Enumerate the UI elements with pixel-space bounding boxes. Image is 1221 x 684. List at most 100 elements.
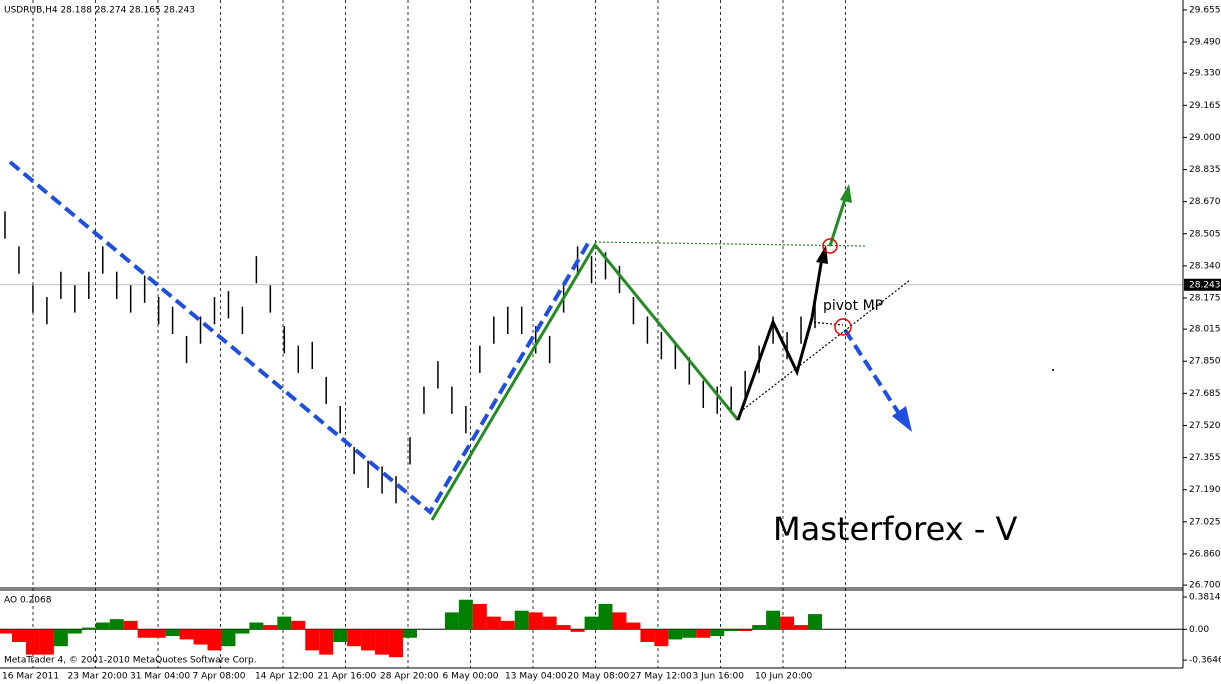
- y-tick-label: 27.025: [1189, 517, 1221, 527]
- ao-bar: [612, 612, 627, 630]
- ao-histogram: [0, 599, 1183, 658]
- x-tick-label: 20 May 08:00: [568, 672, 630, 682]
- ao-bar: [682, 629, 697, 638]
- ao-bar: [11, 629, 26, 642]
- ao-bar: [598, 603, 613, 630]
- x-tick-label: 16 Mar 2011: [2, 672, 59, 682]
- x-tick-label: 28 Apr 20:00: [380, 672, 439, 682]
- ao-bar: [403, 629, 417, 638]
- black-path: [736, 257, 824, 421]
- ao-bar: [291, 620, 306, 630]
- ao-bar: [305, 629, 320, 651]
- y-tick-label: 28.505: [1189, 229, 1221, 239]
- y-tick-label: 27.520: [1189, 421, 1221, 431]
- y-tick-label: 28.835: [1189, 165, 1221, 175]
- y-tick-label: 29.000: [1189, 133, 1221, 143]
- y-tick-label: 28.670: [1189, 197, 1221, 207]
- black-arrowhead: [816, 245, 828, 264]
- ao-tick-label: 0.00: [1189, 625, 1209, 635]
- annotation: pivot MP: [823, 298, 883, 314]
- y-tick-label: 28.340: [1189, 261, 1221, 271]
- ao-bar: [0, 629, 12, 634]
- ao-bar: [123, 620, 138, 630]
- ao-bar: [207, 629, 222, 651]
- green-arrowhead: [840, 184, 852, 203]
- ao-bar: [67, 629, 82, 634]
- blue-arrowhead: [892, 406, 912, 432]
- y-tick-label: 29.165: [1189, 101, 1221, 111]
- blue-dashed-arrow: [843, 328, 900, 414]
- copyright: MetaTrader 4, © 2001-2010 MetaQuotes Sof…: [4, 656, 257, 666]
- x-tick-label: 6 May 00:00: [443, 672, 499, 682]
- ao-tick-label: -0.3646: [1189, 656, 1221, 666]
- y-tick-label: 26.860: [1189, 549, 1221, 559]
- current-price-label: 28.243: [1189, 280, 1221, 290]
- ao-bar: [319, 629, 334, 655]
- blue-dashed-trend: [8, 160, 592, 516]
- ao-bar: [472, 603, 487, 630]
- ao-bar: [347, 629, 362, 647]
- x-tick-label: 3 Jun 16:00: [693, 672, 745, 682]
- ao-bar: [794, 625, 809, 630]
- x-tick-label: 23 Mar 20:00: [68, 672, 128, 682]
- x-tick-label: 21 Apr 16:00: [318, 672, 377, 682]
- ao-bar: [584, 616, 599, 630]
- ao-bar: [361, 629, 376, 651]
- drawings: [8, 160, 1054, 521]
- ao-bar: [738, 629, 753, 631]
- ao-bar: [710, 629, 725, 637]
- x-tick-label: 13 May 04:00: [505, 672, 567, 682]
- ao-bar: [95, 622, 110, 630]
- ao-bar: [263, 625, 278, 630]
- current-price-box: [1184, 278, 1221, 291]
- ao-bar: [542, 616, 557, 630]
- ao-bar: [780, 616, 795, 630]
- y-tick-label: 29.655: [1189, 5, 1221, 15]
- ao-bar: [333, 629, 348, 642]
- ao-bar: [389, 629, 404, 658]
- dot: [1052, 369, 1054, 371]
- ao-bar: [137, 629, 152, 638]
- ao-bar: [486, 616, 501, 630]
- ao-bar: [808, 614, 822, 630]
- ao-bar: [570, 629, 585, 632]
- annotation: Masterforex - V: [773, 510, 1018, 548]
- y-tick-label: 27.850: [1189, 357, 1221, 367]
- green-trend: [430, 242, 740, 521]
- ao-bar: [626, 622, 641, 630]
- green-arrow: [828, 195, 848, 247]
- ao-bar: [514, 610, 529, 630]
- ao-bar: [53, 629, 68, 647]
- red-circle: [834, 318, 852, 336]
- ao-bar: [193, 629, 208, 645]
- y-tick-label: 29.330: [1189, 69, 1221, 79]
- y-tick-label: 28.175: [1189, 293, 1221, 303]
- y-tick-label: 29.490: [1189, 38, 1221, 48]
- ao-bar: [696, 629, 711, 638]
- ao-bar: [500, 620, 515, 630]
- ao-bar: [25, 629, 40, 655]
- indicator-title: AO 0.2068: [4, 596, 52, 606]
- ao-bar: [165, 629, 180, 637]
- ao-bar: [654, 629, 669, 647]
- ao-bar: [221, 629, 236, 647]
- ao-bar: [640, 629, 655, 642]
- ao-bar: [179, 629, 194, 640]
- ao-bar: [724, 629, 739, 631]
- ao-bar: [81, 627, 96, 630]
- x-tick-label: 10 Jun 20:00: [755, 672, 812, 682]
- y-tick-label: 27.190: [1189, 485, 1221, 495]
- price-bars: [4, 211, 816, 504]
- black-dotted-pivot: [809, 321, 844, 326]
- red-circle: [822, 238, 838, 254]
- x-tick-label: 31 Mar 04:00: [130, 672, 190, 682]
- x-tick-label: 14 Apr 12:00: [255, 672, 314, 682]
- y-tick-label: 28.015: [1189, 325, 1221, 335]
- ao-bar: [39, 629, 54, 655]
- chart-title: USDRUB,H4 28.188 28.274 28.165 28.243: [4, 6, 195, 16]
- ao-bar: [766, 610, 781, 630]
- ao-bar: [444, 612, 459, 630]
- ao-bar: [528, 612, 543, 630]
